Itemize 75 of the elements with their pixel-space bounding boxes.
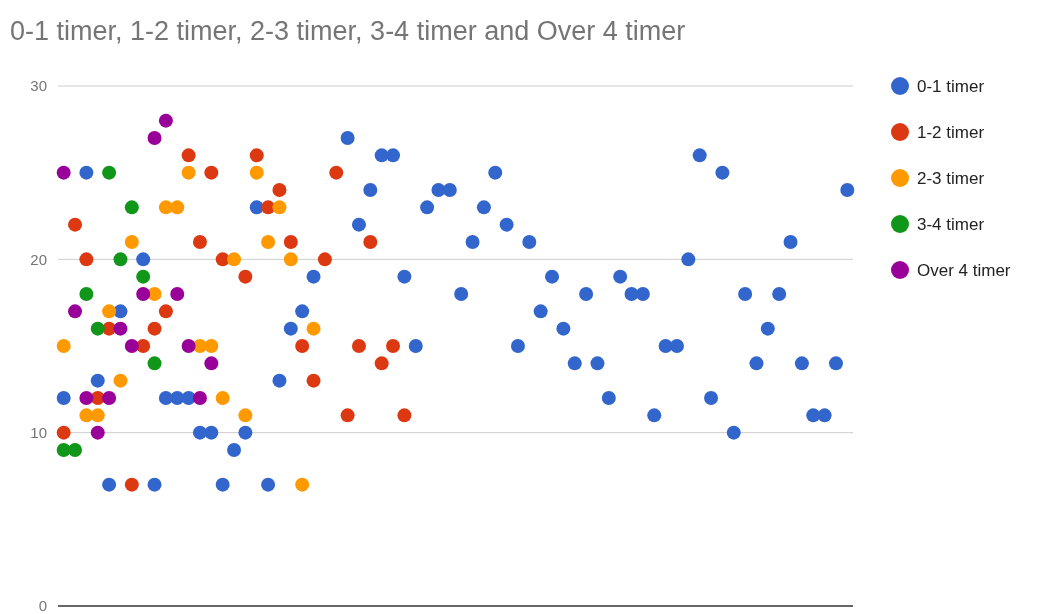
- point: [192, 235, 207, 249]
- point: [113, 252, 128, 267]
- point: [238, 408, 253, 423]
- point: [249, 148, 264, 163]
- point: [374, 356, 389, 371]
- point: [351, 339, 366, 353]
- point: [147, 321, 162, 336]
- y-tick-label: 30: [30, 77, 47, 95]
- point: [90, 425, 105, 440]
- point: [124, 200, 139, 215]
- point: [102, 391, 117, 405]
- point: [227, 252, 242, 267]
- point: [261, 200, 276, 215]
- point: [181, 148, 196, 163]
- point: [102, 165, 117, 180]
- point: [68, 217, 83, 232]
- point: [147, 287, 162, 301]
- point: [340, 408, 355, 423]
- point: [102, 304, 117, 319]
- y-tick-label: 20: [30, 250, 47, 268]
- point: [124, 235, 139, 249]
- point: [147, 356, 162, 371]
- legend-label: 0-1 timer: [917, 76, 985, 96]
- point: [68, 443, 83, 457]
- point: [136, 269, 151, 284]
- point: [295, 477, 310, 492]
- point: [124, 477, 139, 492]
- point: [238, 269, 253, 284]
- point: [329, 165, 344, 180]
- point: [272, 200, 287, 215]
- point: [386, 339, 401, 353]
- point: [249, 165, 264, 180]
- point: [215, 391, 230, 405]
- y-tick-label: 0: [38, 597, 47, 614]
- point: [158, 200, 173, 215]
- point: [56, 425, 71, 440]
- point: [158, 113, 173, 128]
- y-tick-label: 10: [30, 423, 47, 441]
- point: [147, 131, 162, 145]
- legend-label: 3-4 timer: [917, 214, 985, 234]
- legend-label: Over 4 timer: [917, 260, 1011, 280]
- point: [261, 235, 276, 249]
- legend-label: 1-2 timer: [917, 122, 985, 142]
- point: [306, 321, 321, 336]
- point: [272, 183, 287, 197]
- point: [283, 252, 298, 267]
- point: [363, 235, 378, 249]
- point: [79, 287, 94, 301]
- point: [56, 165, 71, 180]
- point: [68, 304, 83, 319]
- point: [113, 321, 128, 336]
- point: [283, 235, 298, 249]
- point: [113, 373, 128, 388]
- point: [170, 287, 185, 301]
- point: [204, 339, 219, 353]
- point: [170, 200, 185, 215]
- point: [204, 356, 219, 371]
- point: [79, 252, 94, 267]
- point: [90, 408, 105, 423]
- legend-label: 2-3 timer: [917, 168, 985, 188]
- point: [181, 339, 196, 353]
- chart-title: 0-1 timer, 1-2 timer, 2-3 timer, 3-4 timer and Over 4 timer: [10, 16, 686, 46]
- point: [79, 391, 94, 405]
- point: [136, 287, 151, 301]
- point: [56, 339, 71, 353]
- point: [181, 165, 196, 180]
- point: [124, 339, 139, 353]
- point: [317, 252, 332, 267]
- point: [306, 373, 321, 388]
- point: [397, 408, 412, 423]
- point: [204, 165, 219, 180]
- point: [90, 321, 105, 336]
- point: [192, 391, 207, 405]
- point: [158, 304, 173, 319]
- point: [295, 339, 310, 353]
